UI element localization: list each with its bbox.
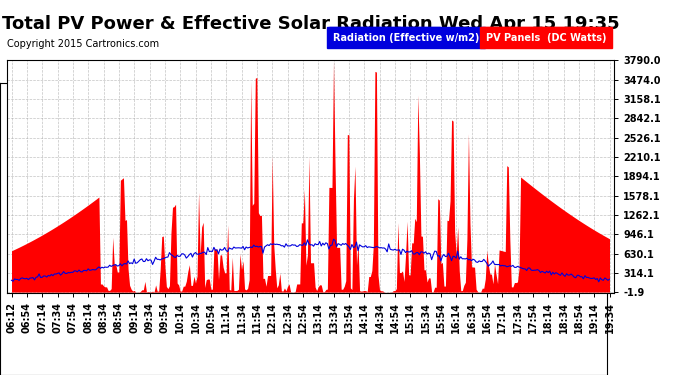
Legend: Radiation (Effective w/m2), PV Panels  (DC Watts): Radiation (Effective w/m2), PV Panels (D… xyxy=(326,29,609,46)
Title: Total PV Power & Effective Solar Radiation Wed Apr 15 19:35: Total PV Power & Effective Solar Radiati… xyxy=(1,15,620,33)
Text: Copyright 2015 Cartronics.com: Copyright 2015 Cartronics.com xyxy=(7,39,159,50)
